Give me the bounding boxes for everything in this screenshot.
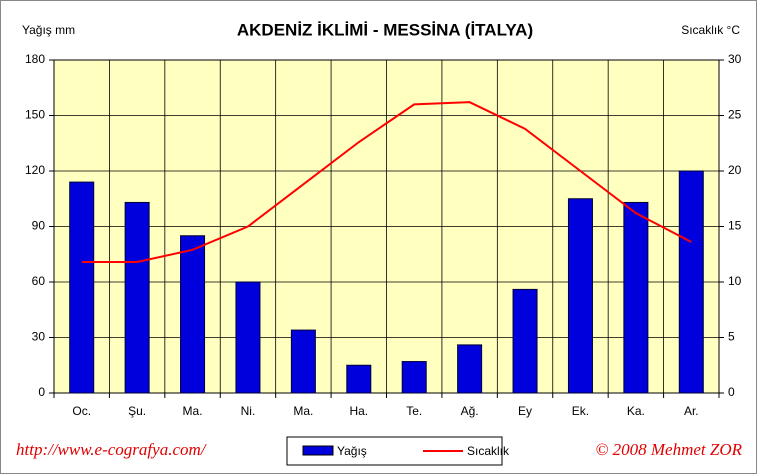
y2-axis-label: Sıcaklık °C	[681, 23, 740, 37]
x-tick-label: Te.	[406, 404, 422, 418]
y-tick-label: 150	[25, 108, 45, 122]
x-tick-label: Ni.	[241, 404, 256, 418]
y-tick-label: 90	[32, 219, 46, 233]
legend-swatch	[302, 445, 334, 456]
y-tick-label: 30	[32, 330, 46, 344]
y-tick-label: 60	[32, 274, 46, 288]
bar	[401, 361, 427, 394]
x-tick-label: Ma.	[293, 404, 313, 418]
bar	[290, 329, 316, 394]
chart-title: AKDENİZ İKLİMİ - MESSİNA (İTALYA)	[237, 20, 533, 39]
y-axis-label: Yağış mm	[22, 23, 75, 37]
bar	[346, 364, 372, 394]
y2-tick-label: 25	[728, 108, 742, 122]
bar	[678, 170, 704, 394]
bar	[235, 281, 261, 394]
y2-tick-label: 20	[728, 163, 742, 177]
temperature-line	[81, 101, 692, 264]
bar	[623, 201, 649, 394]
x-tick-label: Ek.	[572, 404, 589, 418]
bar	[567, 198, 593, 394]
y2-tick-label: 5	[728, 330, 735, 344]
bar	[457, 344, 483, 394]
x-tick-label: Ka.	[627, 404, 645, 418]
y2-tick-label: 10	[728, 274, 742, 288]
x-tick-label: Ar.	[684, 404, 699, 418]
y2-tick-label: 0	[728, 385, 735, 399]
y2-tick-label: 30	[728, 52, 742, 66]
legend-label: Sıcaklık	[467, 444, 510, 458]
bar	[124, 201, 150, 394]
y-tick-label: 120	[25, 163, 45, 177]
x-tick-label: Şu.	[128, 404, 146, 418]
y-tick-label: 0	[38, 385, 45, 399]
x-tick-label: Oc.	[72, 404, 91, 418]
bar	[180, 235, 206, 394]
copyright: © 2008 Mehmet ZOR	[595, 440, 742, 459]
x-tick-label: Ağ.	[461, 404, 479, 418]
x-tick-label: Ma.	[183, 404, 203, 418]
x-tick-label: Ey	[518, 404, 532, 418]
bar	[512, 288, 538, 394]
y-tick-label: 180	[25, 52, 45, 66]
website: http://www.e-cografya.com/	[16, 440, 208, 459]
y2-tick-label: 15	[728, 219, 742, 233]
x-tick-label: Ha.	[349, 404, 368, 418]
legend-label: Yağış	[337, 444, 367, 458]
bar	[69, 181, 95, 394]
